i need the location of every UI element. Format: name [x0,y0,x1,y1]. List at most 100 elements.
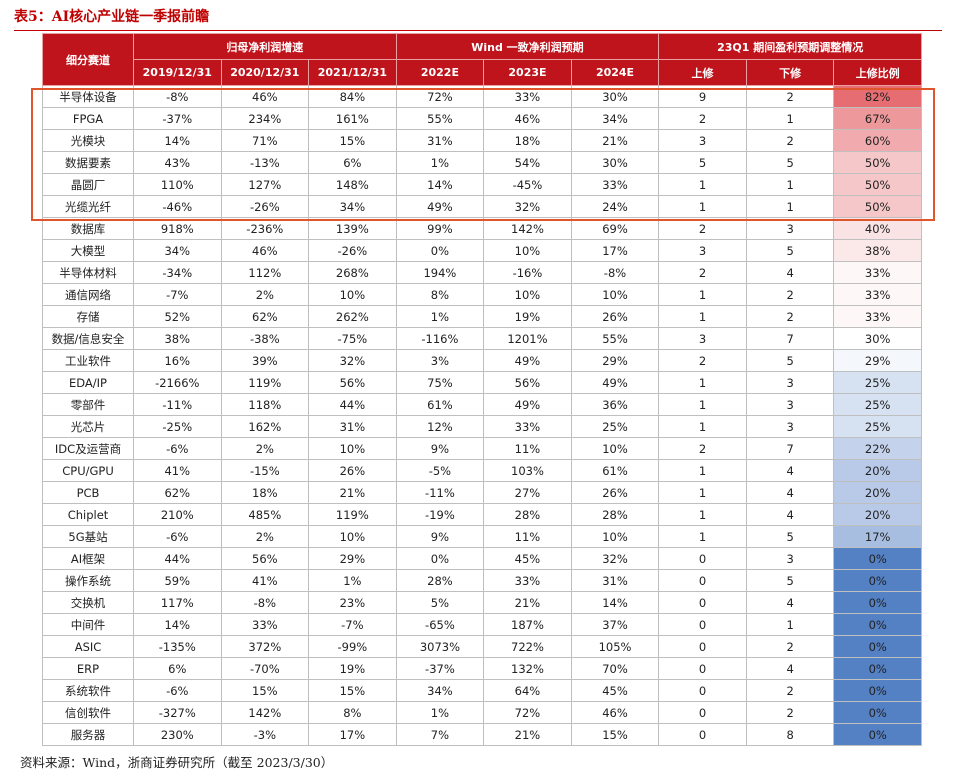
cell: 41% [133,459,222,482]
cell: 44% [308,393,397,416]
table-row: 服务器 230% -3% 17% 7% 21% 15% 0 8 0% [42,723,922,746]
cell: -8% [220,591,310,614]
ratio-cell: 82% [833,85,922,108]
ratio-cell: 22% [833,437,922,460]
ratio-cell: 30% [833,327,922,350]
ratio-cell: 25% [833,415,922,438]
table-row: 零部件 -11% 118% 44% 61% 49% 36% 1 3 25% [42,393,922,416]
cell: 110% [133,173,222,196]
ratio-cell: 67% [833,107,922,130]
cell: 71% [220,129,310,152]
cell: 0% [395,239,485,262]
row-label: EDA/IP [42,371,134,394]
cell: 9 [658,85,747,108]
row-label: CPU/GPU [42,459,134,482]
cell: 10% [308,525,397,548]
row-label: 光缆光纤 [42,195,134,218]
table-row: 光缆光纤 -46% -26% 34% 49% 32% 24% 1 1 50% [42,195,922,218]
cell: 84% [308,85,397,108]
cell: 2 [658,217,747,240]
cell: 1 [745,173,835,196]
cell: 0 [658,679,747,702]
cell: -6% [133,525,222,548]
cell: 26% [570,481,660,504]
cell: 61% [395,393,485,416]
table-row: IDC及运营商 -6% 2% 10% 9% 11% 10% 2 7 22% [42,437,922,460]
cell: 49% [570,371,660,394]
cell: 112% [220,261,310,284]
cell: 2 [745,701,835,724]
cell: 234% [220,107,310,130]
table-row: 半导体设备 -8% 46% 84% 72% 33% 30% 9 2 82% [42,85,922,108]
cell: 56% [220,547,310,570]
cell: -327% [133,701,222,724]
table-row: 操作系统 59% 41% 1% 28% 33% 31% 0 5 0% [42,569,922,592]
row-label: PCB [42,481,134,504]
cell: 3 [745,393,835,416]
cell: 17% [570,239,660,262]
table-row: 信创软件 -327% 142% 8% 1% 72% 46% 0 2 0% [42,701,922,724]
row-label: 5G基站 [42,525,134,548]
table-row: ASIC -135% 372% -99% 3073% 722% 105% 0 2 0% [42,635,922,658]
ratio-cell: 20% [833,459,922,482]
cell: 3073% [395,635,485,658]
table-row: 数据/信息安全 38% -38% -75% -116% 1201% 55% 3 7 30% [42,327,922,350]
cell: 372% [220,635,310,658]
cell: 33% [483,569,572,592]
ratio-cell: 0% [833,723,922,746]
cell: 45% [570,679,660,702]
cell: 9% [395,525,485,548]
table-row: 交换机 117% -8% 23% 5% 21% 14% 0 4 0% [42,591,922,614]
cell: 30% [570,151,660,174]
cell: 1 [658,415,747,438]
cell: 1201% [483,327,572,350]
cell: 2 [745,85,835,108]
cell: 2 [658,349,747,372]
cell: 2 [658,107,747,130]
ratio-cell: 60% [833,129,922,152]
cell: 38% [133,327,222,350]
cell: 24% [570,195,660,218]
cell: -8% [133,85,222,108]
table-row: 系统软件 -6% 15% 15% 34% 64% 45% 0 2 0% [42,679,922,702]
cell: 4 [745,459,835,482]
cell: -19% [395,503,485,526]
cell: 34% [308,195,397,218]
cell: 4 [745,591,835,614]
table-row: 5G基站 -6% 2% 10% 9% 11% 10% 1 5 17% [42,525,922,548]
ratio-cell: 0% [833,591,922,614]
cell: 43% [133,151,222,174]
cell: 14% [395,173,485,196]
cell: 32% [570,547,660,570]
cell: 46% [220,239,310,262]
row-label: 操作系统 [42,569,134,592]
ratio-cell: 33% [833,283,922,306]
cell: 119% [308,503,397,526]
column-header: 2019/12/31 [133,59,222,86]
cell: 2 [745,635,835,658]
row-label: 半导体材料 [42,261,134,284]
cell: 32% [308,349,397,372]
table-row: 大模型 34% 46% -26% 0% 10% 17% 3 5 38% [42,239,922,262]
cell: 1 [658,481,747,504]
row-label: 数据/信息安全 [42,327,134,350]
ratio-cell: 25% [833,371,922,394]
cell: 1 [658,393,747,416]
cell: 2 [745,305,835,328]
cell: 61% [570,459,660,482]
cell: -75% [308,327,397,350]
cell: 21% [483,723,572,746]
cell: -16% [483,261,572,284]
column-header: 2021/12/31 [308,59,397,86]
rule [14,30,942,31]
cell: 5 [658,151,747,174]
cell: 117% [133,591,222,614]
cell: 0 [658,635,747,658]
table-row: 中间件 14% 33% -7% -65% 187% 37% 0 1 0% [42,613,922,636]
cell: 3 [745,217,835,240]
table-row: EDA/IP -2166% 119% 56% 75% 56% 49% 1 3 25% [42,371,922,394]
ratio-cell: 25% [833,393,922,416]
cell: 55% [395,107,485,130]
cell: 10% [483,239,572,262]
cell: 49% [483,349,572,372]
